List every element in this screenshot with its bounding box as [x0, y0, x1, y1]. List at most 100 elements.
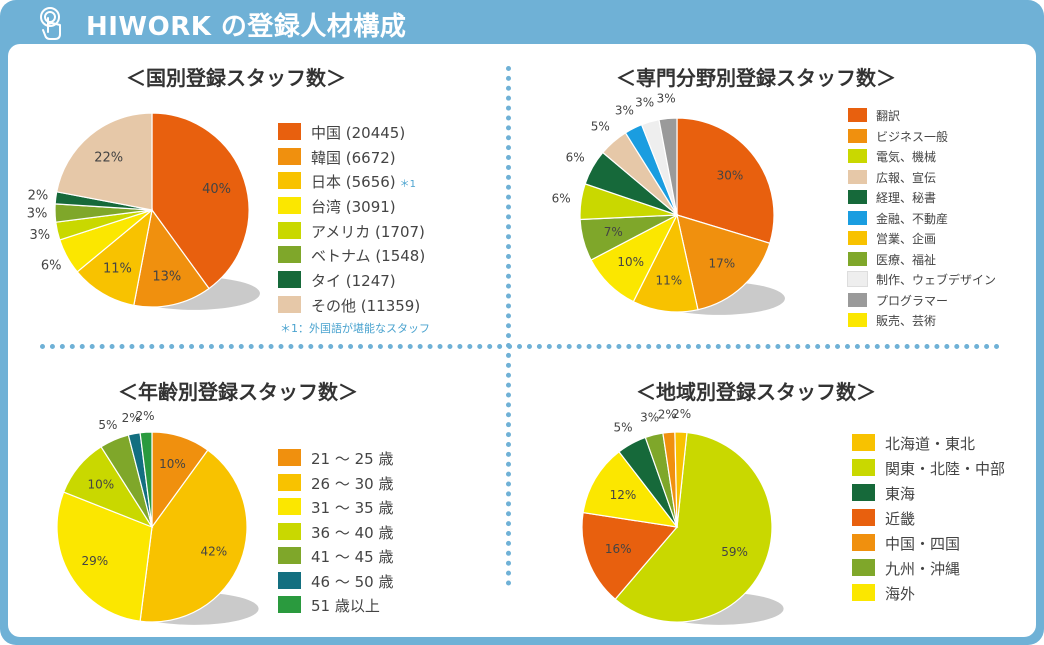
- pie-slice: [614, 431, 773, 623]
- legend-swatch: [278, 295, 301, 313]
- pie-value-label: 3%: [29, 228, 50, 243]
- country-chart-title: ＜国別登録スタッフ数＞: [126, 66, 346, 90]
- pie-value-label: 42%: [200, 545, 227, 559]
- legend-swatch: [848, 190, 867, 204]
- legend-label: 26 ～ 30 歳: [311, 474, 394, 493]
- legend-label: 販売、芸術: [876, 314, 937, 328]
- legend-label: プログラマー: [876, 293, 949, 308]
- pie-slice: [76, 208, 153, 306]
- legend-label: 翻訳: [876, 109, 901, 123]
- legend-swatch: [848, 149, 867, 163]
- legend-label: 近畿: [885, 510, 916, 528]
- pie-value-label: 13%: [152, 269, 181, 284]
- country-footnote: ＊1：外国語が堪能なスタッフ: [280, 322, 430, 335]
- pie-value-label: 22%: [94, 151, 123, 166]
- legend-swatch: [852, 559, 875, 576]
- pie-value-label: 5%: [98, 418, 117, 432]
- pie-value-label: 6%: [552, 192, 571, 206]
- legend-label: 中国 (20445): [311, 124, 406, 142]
- legend-swatch: [848, 108, 867, 122]
- pie-slice: [658, 117, 678, 216]
- region-chart-title: ＜地域別登録スタッフ数＞: [636, 380, 876, 404]
- pie-value-label: 12%: [610, 488, 637, 502]
- pie-value-label: 2%: [28, 189, 49, 204]
- legend-label: 広報、宣伝: [876, 170, 937, 185]
- pie-value-label: 6%: [41, 258, 62, 273]
- legend-label: 医療、福祉: [876, 252, 937, 267]
- pie-slice: [676, 117, 775, 244]
- legend-swatch: [848, 210, 867, 225]
- pie-value-label: 2%: [135, 409, 154, 423]
- legend-label: ベトナム (1548): [311, 247, 426, 266]
- legend-swatch: [278, 449, 301, 466]
- legend-label: 営業、企画: [876, 232, 937, 246]
- pie-value-label: 3%: [615, 104, 634, 118]
- pie-slice: [582, 450, 679, 528]
- pie-value-label: 59%: [721, 545, 748, 559]
- legend-swatch: [278, 473, 301, 491]
- legend-swatch: [848, 128, 867, 143]
- legend-label: 関東・北陸・中部: [885, 460, 1006, 478]
- pie-value-label: 11%: [655, 274, 682, 288]
- legend-label: 東海: [885, 485, 916, 503]
- legend-label: 46 ～ 50 歳: [311, 572, 394, 591]
- legend-label: 韓国 (6672): [311, 148, 396, 167]
- legend-label: アメリカ (1707): [311, 222, 425, 241]
- pie-value-label: 17%: [708, 256, 735, 270]
- pie-slice: [133, 208, 210, 308]
- pie-value-label: 5%: [591, 120, 610, 134]
- legend-label: 台湾 (3091): [311, 198, 396, 217]
- legend-swatch: [278, 596, 301, 613]
- pie-value-label: 3%: [640, 410, 659, 424]
- pie-value-label: 29%: [81, 554, 108, 568]
- pie-slice: [632, 213, 699, 313]
- legend-label: 九州・沖縄: [885, 560, 961, 578]
- legend-label: 41 ～ 45 歳: [311, 548, 394, 566]
- pie-slice: [674, 431, 688, 528]
- pie-value-label: 40%: [202, 182, 231, 197]
- legend-label: 海外: [885, 585, 916, 603]
- legend-label: 制作、ウェブデザイン: [876, 273, 997, 287]
- pie-slice: [581, 511, 679, 601]
- pie-slice: [139, 431, 153, 528]
- pie-slice: [56, 112, 153, 211]
- legend-swatch: [278, 271, 301, 289]
- legend-label: その他 (11359): [311, 296, 421, 315]
- pie-value-label: 30%: [717, 169, 744, 183]
- legend-swatch: [278, 522, 301, 540]
- pie-value-label: 3%: [635, 96, 654, 110]
- legend-swatch: [848, 231, 867, 245]
- legend-swatch: [278, 246, 301, 264]
- legend-swatch: [278, 147, 301, 165]
- legend-label: ビジネス一般: [876, 129, 949, 144]
- pie-value-label: 7%: [604, 225, 623, 239]
- legend-label: 31 ～ 35 歳: [311, 499, 394, 517]
- legend-swatch: [848, 169, 867, 184]
- legend-swatch: [278, 197, 301, 215]
- pie-value-label: 10%: [159, 457, 186, 471]
- pie-value-label: 3%: [27, 207, 48, 222]
- specialty-chart-title: ＜専門分野別登録スタッフ数＞: [616, 66, 896, 90]
- legend-label: タイ (1247): [311, 272, 396, 291]
- touch-hand-icon: [40, 7, 61, 40]
- legend-swatch: [278, 172, 301, 190]
- pie-value-label: 3%: [657, 92, 676, 106]
- legend-label: 21 ～ 25 歳: [311, 450, 394, 468]
- legend-swatch: [278, 547, 301, 564]
- legend-label: 中国・四国: [885, 535, 961, 553]
- pie-value-label: 2%: [122, 411, 141, 425]
- legend-swatch: [852, 459, 875, 476]
- legend-swatch: [852, 434, 875, 451]
- legend-swatch: [278, 221, 301, 239]
- legend-swatch: [852, 584, 875, 601]
- legend-label: 電気、機械: [876, 150, 937, 164]
- legend-label: 経理、秘書: [876, 191, 937, 205]
- legend-swatch: [852, 534, 875, 551]
- pie-value-label: 10%: [87, 478, 114, 492]
- legend-swatch: [847, 271, 868, 287]
- legend-swatch: [278, 123, 301, 140]
